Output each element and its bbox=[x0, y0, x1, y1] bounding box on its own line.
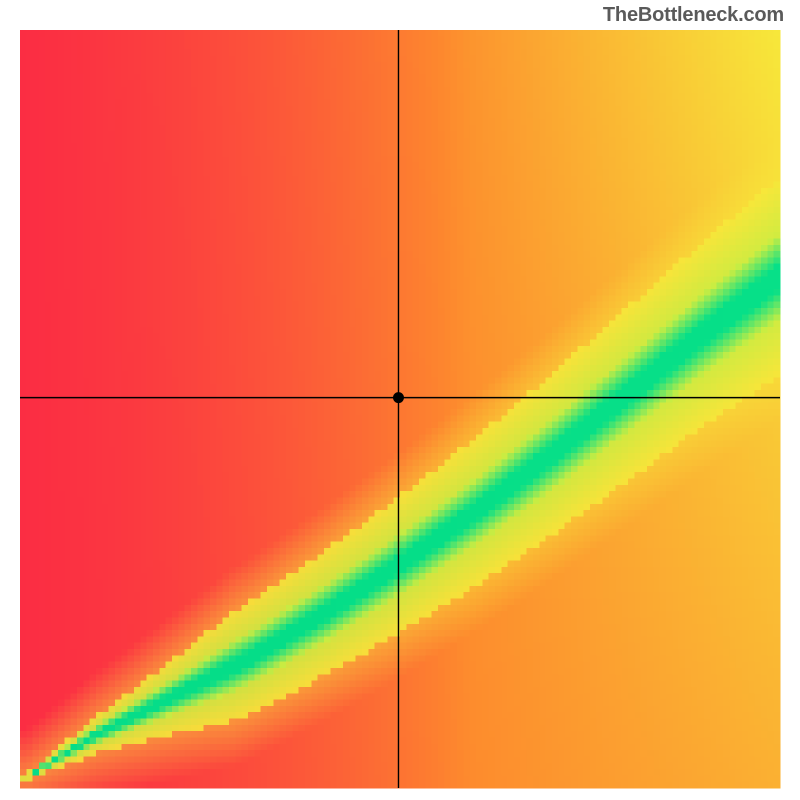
chart-container: TheBottleneck.com bbox=[0, 0, 800, 800]
bottleneck-heatmap bbox=[0, 0, 800, 800]
heatmap-cells bbox=[20, 30, 781, 789]
watermark-text: TheBottleneck.com bbox=[603, 4, 784, 27]
crosshair-dot bbox=[393, 392, 404, 403]
